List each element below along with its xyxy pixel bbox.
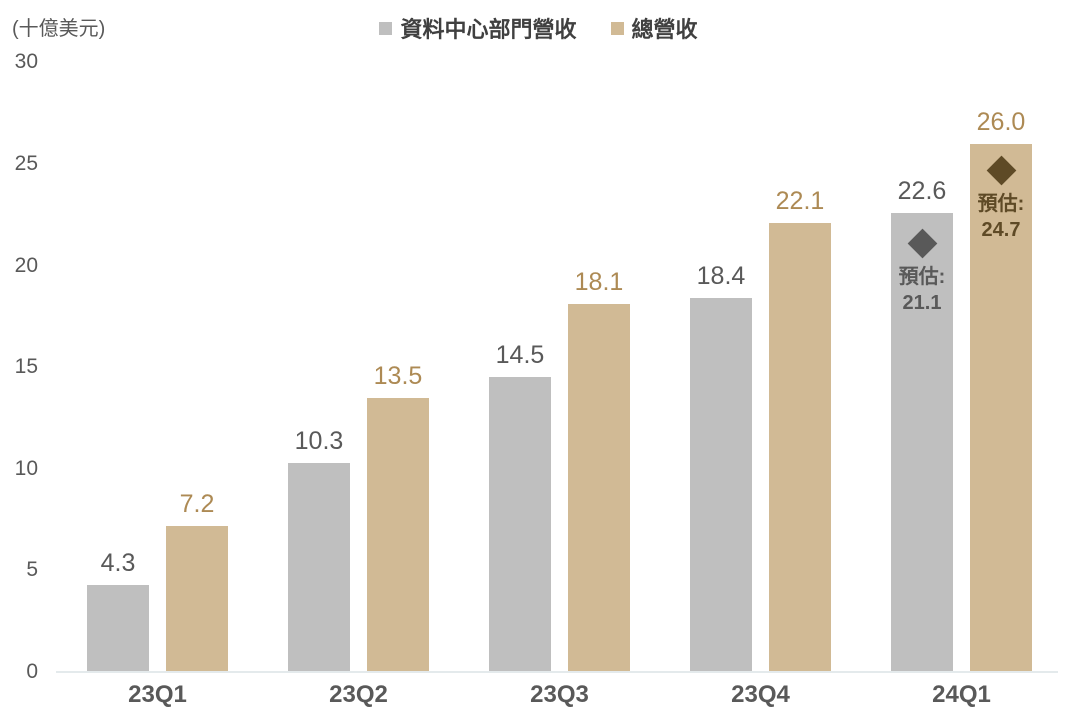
y-axis-label-20: 20: [14, 253, 38, 277]
x-axis-line: [56, 671, 1058, 673]
bar-datacenter-revenue-23Q2: [288, 462, 350, 672]
x-axis-label-24Q1: 24Q1: [932, 681, 991, 708]
x-axis-label-23Q3: 23Q3: [530, 681, 589, 708]
y-axis-label-15: 15: [14, 355, 38, 379]
bar-value-label-total-revenue-23Q4: 22.1: [775, 186, 825, 215]
x-axis-label-23Q1: 23Q1: [128, 681, 187, 708]
bar-value-label-datacenter-revenue-23Q3: 14.5: [495, 341, 545, 370]
y-axis-label-5: 5: [26, 558, 38, 582]
bar-value-label-datacenter-revenue-24Q1: 22.6: [897, 176, 947, 205]
bar-datacenter-revenue-23Q1: [87, 584, 149, 672]
bar-value-label-datacenter-revenue-23Q4: 18.4: [696, 262, 746, 291]
bar-value-label-total-revenue-23Q2: 13.5: [373, 361, 423, 390]
bar-total-revenue-23Q1: [166, 525, 228, 672]
x-axis-label-23Q2: 23Q2: [329, 681, 388, 708]
y-axis-label-30: 30: [14, 50, 38, 74]
bar-total-revenue-23Q2: [367, 397, 429, 672]
bar-value-label-total-revenue-23Q3: 18.1: [574, 268, 624, 297]
bar-total-revenue-23Q4: [769, 222, 831, 672]
bar-datacenter-revenue-23Q4: [690, 298, 752, 672]
y-axis-unit-label: (十億美元): [12, 18, 106, 40]
y-axis-label-10: 10: [14, 456, 38, 480]
x-axis-label-23Q4: 23Q4: [731, 681, 790, 708]
legend-swatch-datacenter-revenue-icon: [379, 21, 393, 35]
legend-label-total-revenue: 總營收: [631, 17, 698, 42]
bar-value-label-total-revenue-23Q1: 7.2: [179, 489, 215, 518]
legend-item-datacenter-revenue: 資料中心部門營收: [379, 12, 577, 44]
bar-value-label-datacenter-revenue-23Q2: 10.3: [294, 426, 344, 455]
bar-total-revenue-23Q3: [568, 304, 630, 672]
estimate-label-total-revenue: 預估: 24.7: [977, 193, 1025, 242]
y-axis-label-25: 25: [14, 152, 38, 175]
y-axis-label-0: 0: [26, 660, 38, 683]
legend-swatch-total-revenue-icon: [610, 21, 624, 35]
legend-item-total-revenue: 總營收: [610, 12, 698, 44]
chart-legend: 資料中心部門營收 總營收: [0, 12, 1077, 44]
bar-total-revenue-24Q1: [970, 143, 1032, 672]
legend-label-datacenter-revenue: 資料中心部門營收: [400, 17, 577, 42]
bar-datacenter-revenue-24Q1: [891, 212, 953, 672]
bar-datacenter-revenue-23Q3: [489, 377, 551, 672]
bar-value-label-datacenter-revenue-23Q1: 4.3: [100, 548, 136, 577]
estimate-label-datacenter-revenue: 預估: 21.1: [898, 266, 946, 315]
bar-value-label-total-revenue-24Q1: 26.0: [976, 107, 1026, 136]
